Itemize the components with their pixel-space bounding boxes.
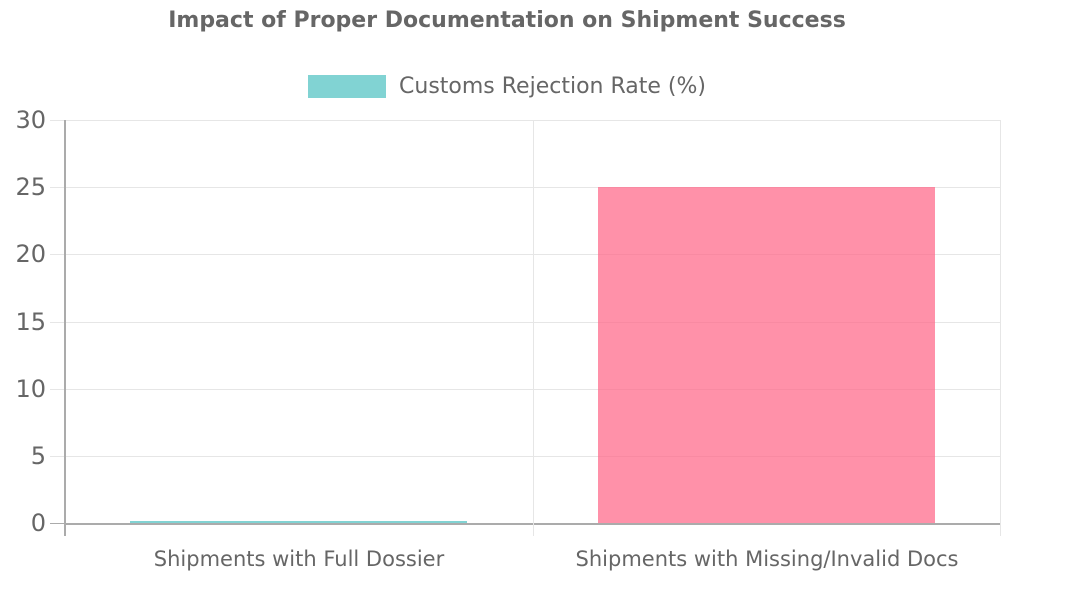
- gridline: [65, 322, 1000, 323]
- gridline: [533, 120, 534, 536]
- x-tick-label: Shipments with Full Dossier: [153, 547, 445, 571]
- y-tick-label: 5: [30, 442, 46, 470]
- y-tick-mark: [50, 523, 65, 524]
- chart-header: Impact of Proper Documentation on Shipme…: [0, 0, 1014, 110]
- y-tick-label: 15: [15, 308, 46, 336]
- x-axis-line: [65, 523, 1000, 525]
- bar-2[interactable]: [598, 187, 935, 523]
- gridline: [65, 120, 1000, 121]
- legend-label: Customs Rejection Rate (%): [399, 74, 706, 99]
- gridline: [65, 187, 1000, 188]
- y-tick-label: 0: [30, 509, 46, 537]
- bar-1[interactable]: [130, 521, 467, 523]
- y-tick-label: 10: [15, 375, 46, 403]
- chart-title: Impact of Proper Documentation on Shipme…: [168, 8, 846, 33]
- x-tick-label: Shipments with Missing/Invalid Docs: [575, 547, 959, 571]
- y-tick-mark: [50, 187, 65, 188]
- y-tick-mark: [50, 456, 65, 457]
- gridline: [1000, 120, 1001, 536]
- y-tick-mark: [50, 389, 65, 390]
- y-tick-label: 30: [15, 106, 46, 134]
- y-tick-mark: [50, 120, 65, 121]
- y-tick-label: 20: [15, 240, 46, 268]
- gridline: [65, 389, 1000, 390]
- gridline: [65, 254, 1000, 255]
- y-tick-label: 25: [15, 173, 46, 201]
- gridline: [65, 456, 1000, 457]
- y-tick-mark: [50, 322, 65, 323]
- legend-item[interactable]: Customs Rejection Rate (%): [0, 75, 1014, 98]
- y-axis-line: [64, 120, 66, 536]
- legend-color-swatch: [308, 75, 387, 98]
- y-tick-mark: [50, 254, 65, 255]
